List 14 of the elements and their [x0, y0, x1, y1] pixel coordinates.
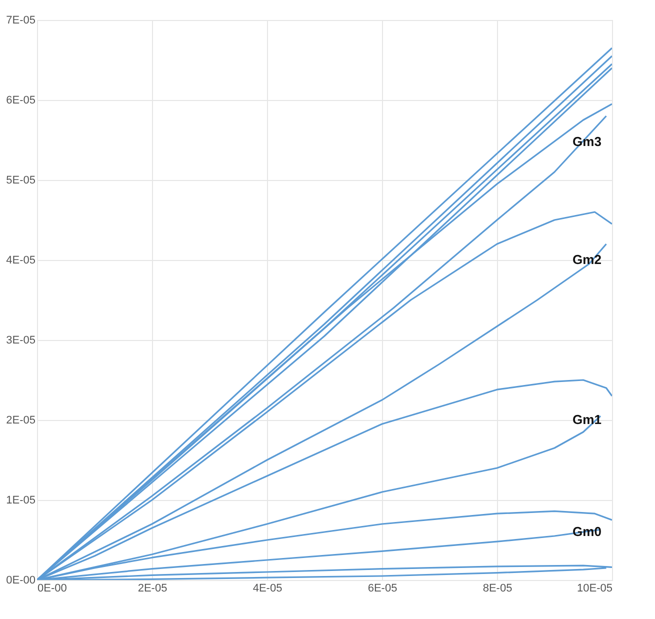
y-tick-label: 2E-05: [6, 414, 36, 426]
y-tick-label: 0E-00: [6, 574, 36, 586]
x-tick-label: 4E-05: [252, 582, 282, 594]
x-tick-label: 8E-05: [482, 582, 512, 594]
y-tick-label: 3E-05: [6, 334, 36, 346]
x-tick-label: 10E-05: [577, 582, 612, 594]
x-tick-label: 0E-00: [38, 582, 67, 594]
y-tick-label: 7E-05: [6, 14, 36, 26]
x-tick-label: 6E-05: [368, 582, 398, 594]
y-tick-label: 4E-05: [6, 254, 36, 266]
y-tick-label: 5E-05: [6, 174, 36, 186]
y-tick-label: 6E-05: [6, 94, 36, 106]
x-tick-label: 2E-05: [138, 582, 168, 594]
y-tick-label: 1E-05: [6, 494, 36, 506]
